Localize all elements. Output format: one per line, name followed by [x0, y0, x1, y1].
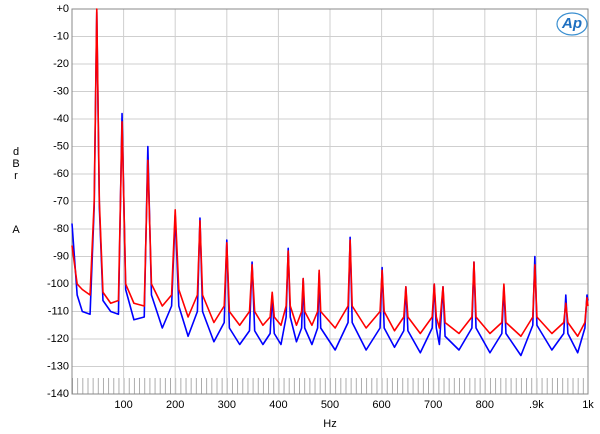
y-tick-label: -70	[53, 195, 69, 207]
x-tick-label: .9k	[529, 399, 544, 411]
y-tick-label: -90	[53, 250, 69, 262]
y-tick-label: -120	[47, 333, 69, 345]
logo: Ap	[561, 15, 582, 32]
y-tick-label: -80	[53, 223, 69, 235]
y-axis-label: dBr	[10, 146, 22, 182]
x-axis-label: Hz	[323, 418, 336, 430]
x-tick-label: 600	[372, 399, 390, 411]
y-tick-label: -50	[53, 140, 69, 152]
y-tick-label: -40	[53, 113, 69, 125]
y-tick-label: -130	[47, 360, 69, 372]
y-axis-label: A	[12, 224, 20, 236]
x-tick-label: 800	[476, 399, 494, 411]
plot-frame	[71, 8, 589, 395]
y-tick-label: -140	[47, 388, 69, 400]
x-tick-label: 200	[166, 399, 184, 411]
x-tick-label: 100	[114, 399, 132, 411]
series-line	[71, 8, 589, 338]
x-tick-label: 400	[269, 399, 287, 411]
x-tick-label: 1k	[582, 399, 594, 411]
y-tick-label: +0	[56, 3, 69, 15]
y-tick-label: -20	[53, 58, 69, 70]
y-tick-label: -110	[48, 305, 69, 317]
x-tick-label: 300	[218, 399, 236, 411]
logo-ring	[556, 12, 588, 36]
y-tick-label: -60	[53, 168, 69, 180]
x-tick-label: 700	[424, 399, 442, 411]
y-tick-label: -100	[47, 278, 69, 290]
y-tick-label: -10	[53, 30, 69, 42]
y-tick-label: -30	[53, 85, 69, 97]
x-tick-label: 500	[321, 399, 339, 411]
